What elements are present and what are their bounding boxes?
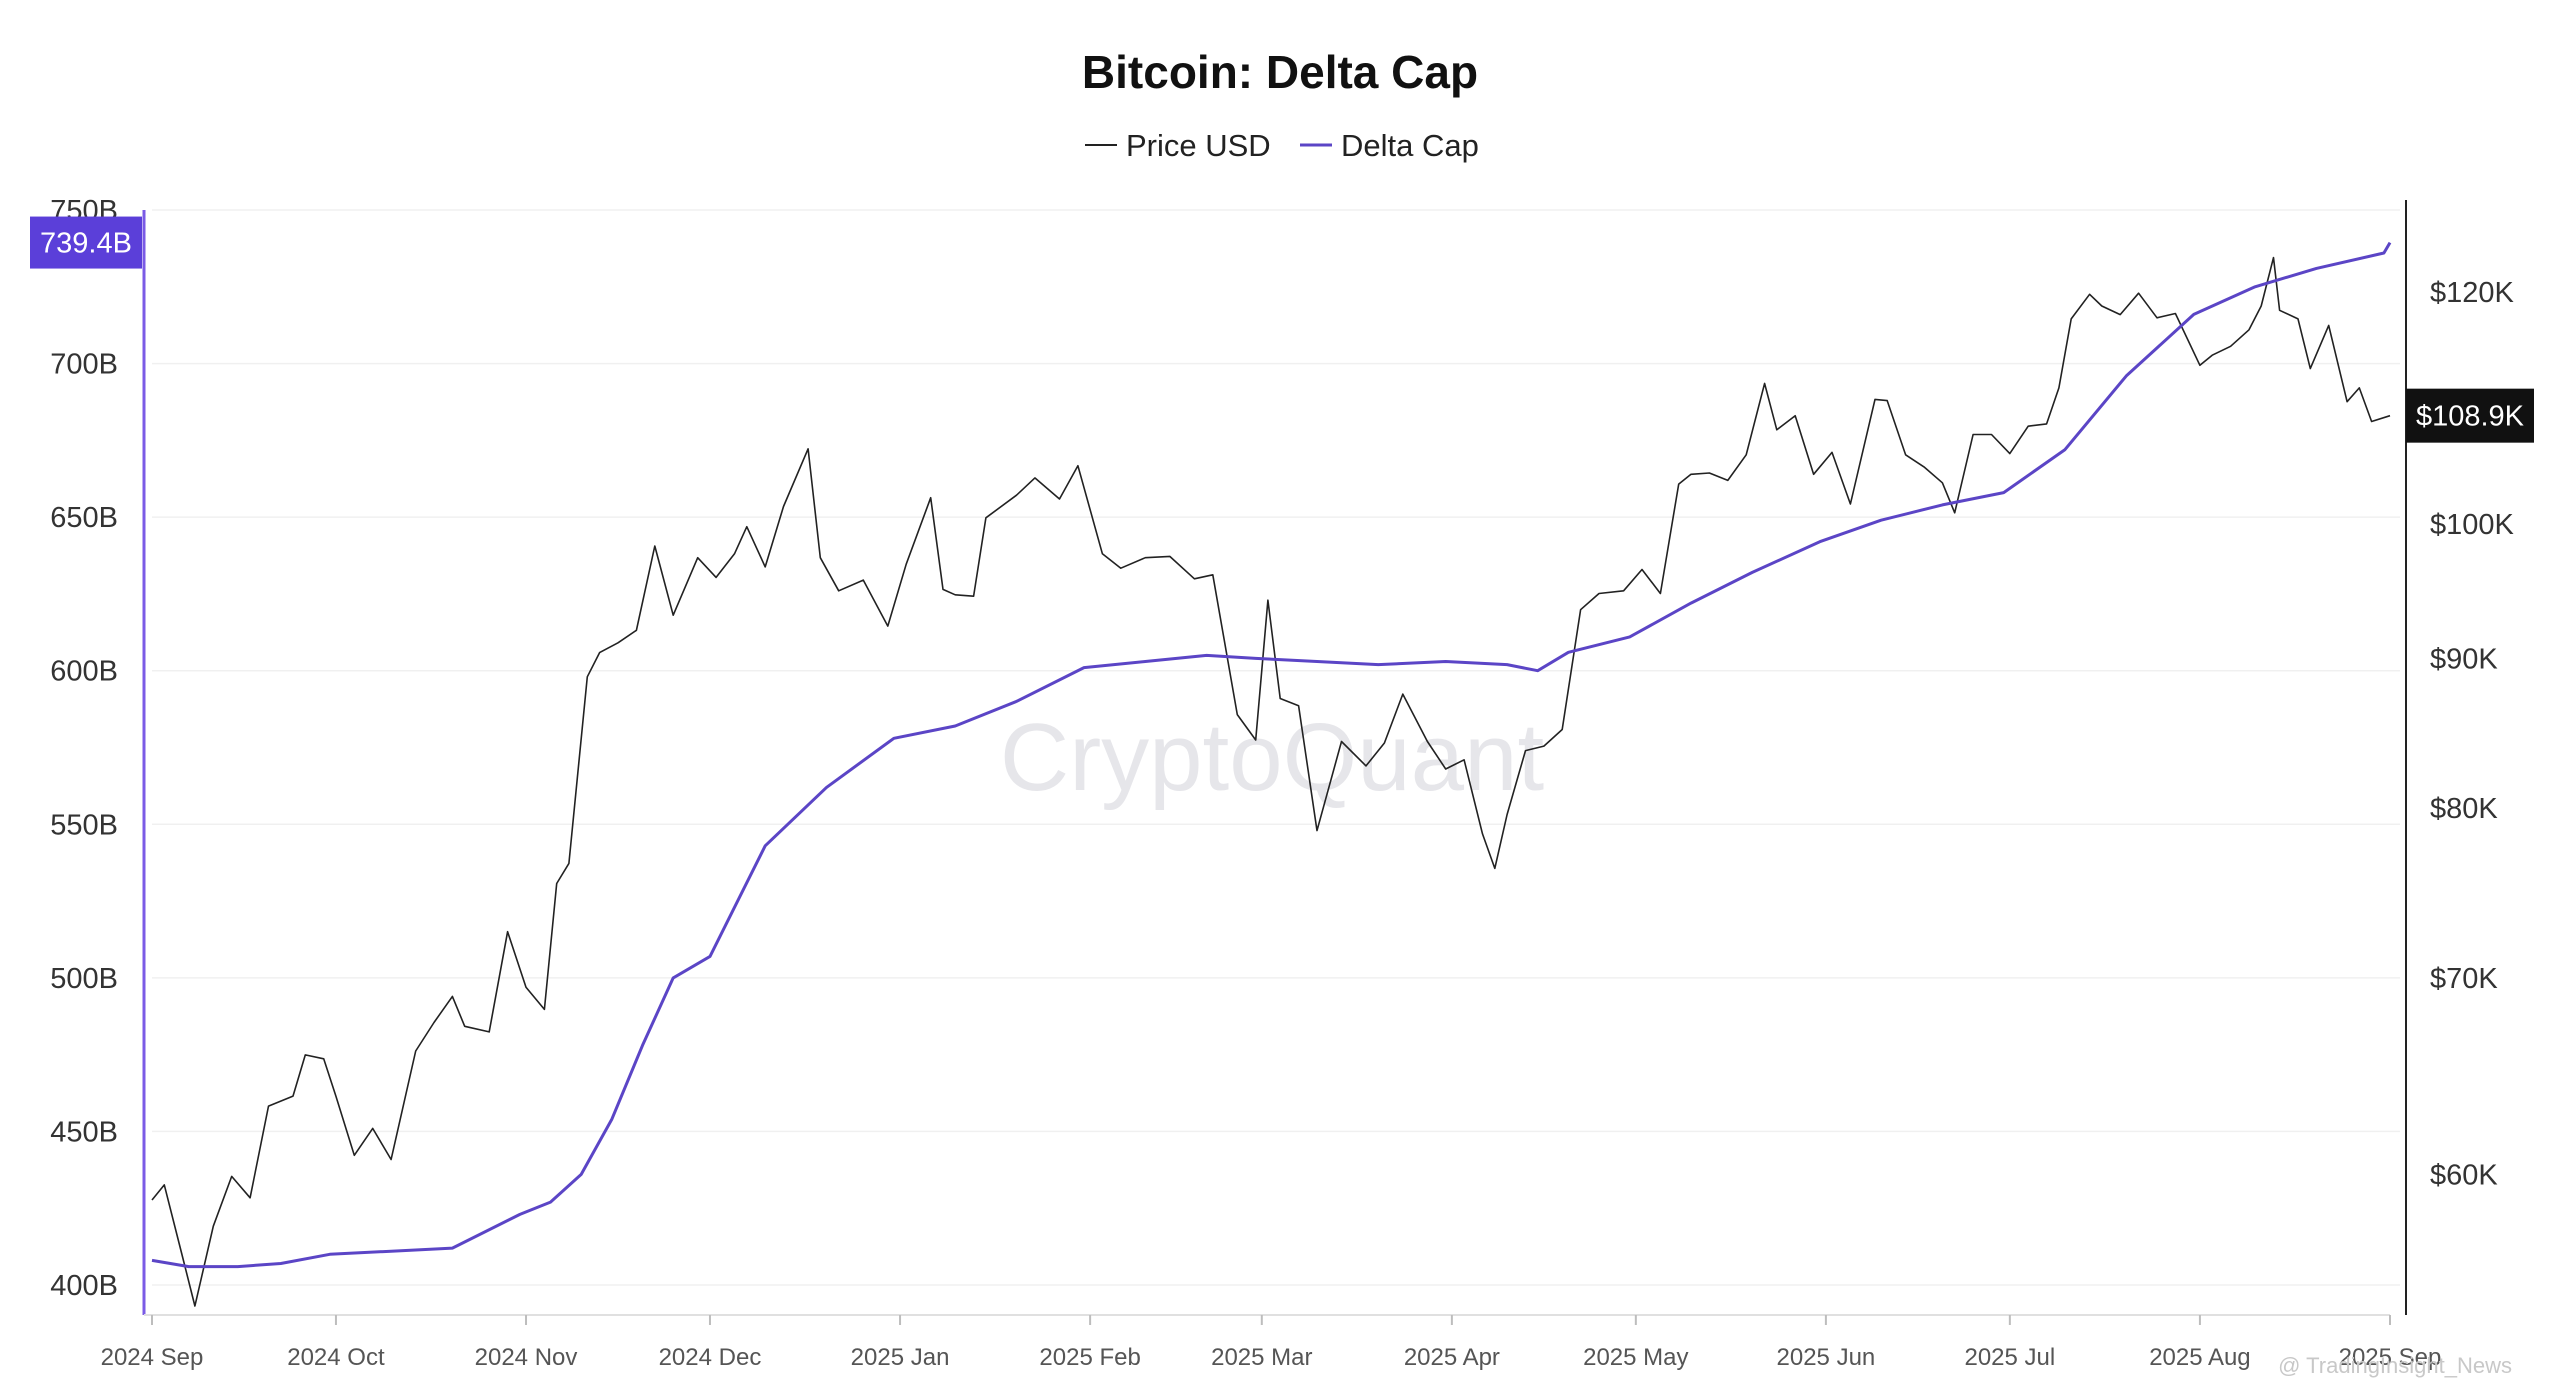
chart-title: Bitcoin: Delta Cap bbox=[1082, 46, 1478, 98]
tick-label-left: 450B bbox=[50, 1116, 118, 1148]
tick-label-x: 2024 Dec bbox=[659, 1344, 762, 1371]
badge-delta-last: 739.4B bbox=[30, 216, 142, 269]
tick-label-x: 2024 Sep bbox=[101, 1344, 204, 1371]
legend: Price USD Delta Cap bbox=[1085, 128, 1479, 163]
tick-label-x: 2025 Mar bbox=[1211, 1344, 1312, 1371]
tick-label-right: $80K bbox=[2430, 793, 2498, 825]
tick-label-x: 2024 Oct bbox=[287, 1344, 385, 1371]
series-line-price[interactable] bbox=[151, 256, 2391, 1307]
tick-label-x: 2025 May bbox=[1583, 1344, 1688, 1371]
tick-label-left: 500B bbox=[50, 963, 118, 995]
badge-price-last: $108.9K bbox=[2406, 388, 2534, 443]
tick-label-left: 600B bbox=[50, 656, 118, 688]
tick-label-right: $70K bbox=[2430, 963, 2498, 995]
series-line-delta[interactable] bbox=[151, 241, 2392, 1269]
tick-label-x: 2025 Feb bbox=[1039, 1344, 1140, 1371]
right-axis-ticks: $60K $70K $80K $90K $100K $120K bbox=[2430, 277, 2515, 1191]
credit-text: @ TradingInsight_News bbox=[2278, 1353, 2512, 1378]
legend-label-price[interactable]: Price USD bbox=[1126, 128, 1271, 163]
tick-label-left: 550B bbox=[50, 809, 118, 841]
tick-label-x: 2024 Nov bbox=[475, 1344, 578, 1371]
tick-label-left: 400B bbox=[50, 1270, 118, 1302]
tick-label-x: 2025 Apr bbox=[1404, 1344, 1500, 1371]
legend-label-delta[interactable]: Delta Cap bbox=[1341, 128, 1479, 163]
tick-label-left: 650B bbox=[50, 502, 118, 534]
watermark: CryptoQuant bbox=[1000, 704, 1544, 811]
badge-delta-text: 739.4B bbox=[40, 228, 132, 260]
tick-label-right: $120K bbox=[2430, 277, 2515, 309]
tick-label-x: 2025 Jun bbox=[1777, 1344, 1876, 1371]
tick-label-x: 2025 Jul bbox=[1964, 1344, 2055, 1371]
tick-label-right: $60K bbox=[2430, 1159, 2498, 1191]
badge-price-text: $108.9K bbox=[2416, 401, 2525, 433]
tick-label-x: 2025 Jan bbox=[851, 1344, 950, 1371]
x-axis-ticks: 2024 Sep 2024 Oct 2024 Nov 2024 Dec 2025 Jan… bbox=[101, 1315, 2442, 1371]
tick-label-x: 2025 Sep bbox=[2339, 1344, 2442, 1371]
tick-label-left: 700B bbox=[50, 349, 118, 381]
grid-lines bbox=[152, 209, 2400, 1286]
tick-label-x: 2025 Aug bbox=[2149, 1344, 2250, 1371]
tick-label-right: $90K bbox=[2430, 643, 2498, 675]
tick-label-right: $100K bbox=[2430, 509, 2515, 541]
